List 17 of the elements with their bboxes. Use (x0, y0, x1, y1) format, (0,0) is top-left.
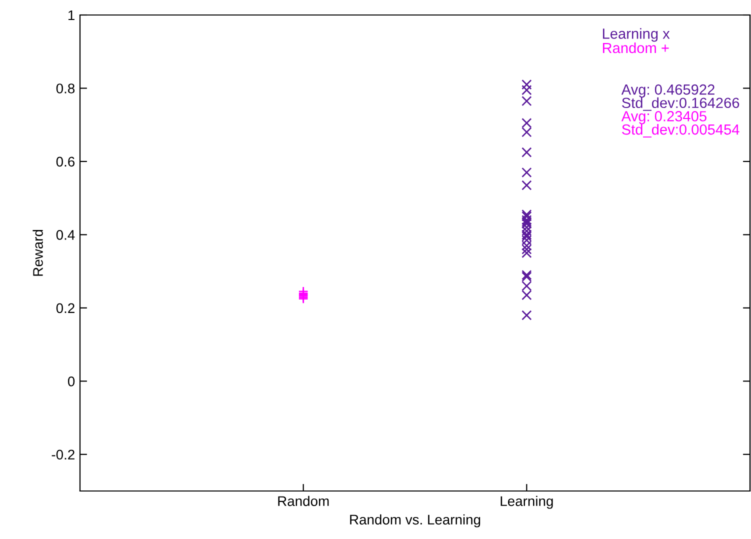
annotation: Std_dev:0.005454 (622, 124, 740, 138)
x-axis-title: Random vs. Learning (350, 514, 480, 528)
annotation: Std_dev:0.164266 (622, 97, 740, 111)
y-tick-label: 0.2 (56, 303, 74, 314)
y-tick-label: 0 (68, 376, 75, 386)
y-axis-title: Reward (32, 230, 43, 276)
y-tick-label: 0.6 (56, 156, 75, 167)
y-tick-label: 0.8 (56, 84, 75, 94)
text: Learning x (602, 28, 670, 42)
y-tick-label: 0.4 (56, 230, 75, 240)
x-tick-label: Random (278, 496, 329, 506)
y-tick-label: 1 (68, 10, 74, 20)
y-tick-label: -0.2 (52, 450, 74, 460)
annotation: Avg: 0.465922 (621, 84, 714, 98)
x-tick-label: Learning (500, 496, 553, 509)
text: Random + (602, 42, 669, 54)
annotation: Avg: 0.23405 (621, 111, 706, 124)
